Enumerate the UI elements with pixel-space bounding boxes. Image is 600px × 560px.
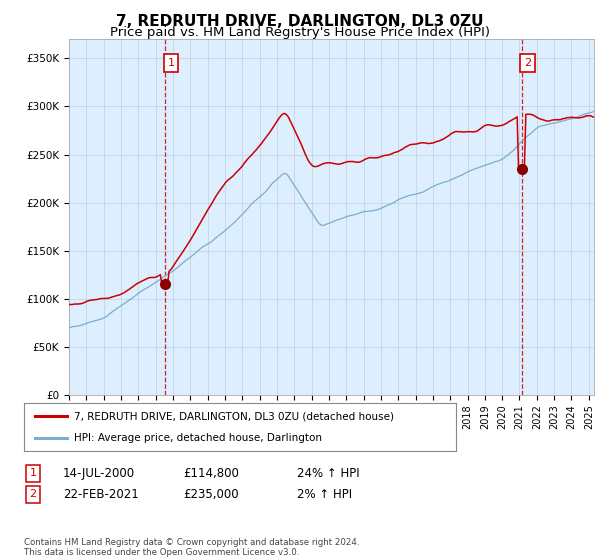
Text: 2: 2 bbox=[29, 489, 37, 500]
Text: HPI: Average price, detached house, Darlington: HPI: Average price, detached house, Darl… bbox=[74, 433, 322, 443]
Text: 24% ↑ HPI: 24% ↑ HPI bbox=[297, 466, 359, 480]
Text: 1: 1 bbox=[167, 58, 175, 68]
Text: 7, REDRUTH DRIVE, DARLINGTON, DL3 0ZU (detached house): 7, REDRUTH DRIVE, DARLINGTON, DL3 0ZU (d… bbox=[74, 411, 394, 421]
Text: 2% ↑ HPI: 2% ↑ HPI bbox=[297, 488, 352, 501]
Text: £235,000: £235,000 bbox=[183, 488, 239, 501]
Text: Contains HM Land Registry data © Crown copyright and database right 2024.
This d: Contains HM Land Registry data © Crown c… bbox=[24, 538, 359, 557]
Text: 22-FEB-2021: 22-FEB-2021 bbox=[63, 488, 139, 501]
Text: 2: 2 bbox=[524, 58, 532, 68]
Text: £114,800: £114,800 bbox=[183, 466, 239, 480]
Text: Price paid vs. HM Land Registry's House Price Index (HPI): Price paid vs. HM Land Registry's House … bbox=[110, 26, 490, 39]
Text: 7, REDRUTH DRIVE, DARLINGTON, DL3 0ZU: 7, REDRUTH DRIVE, DARLINGTON, DL3 0ZU bbox=[116, 14, 484, 29]
Text: 14-JUL-2000: 14-JUL-2000 bbox=[63, 466, 135, 480]
Text: 1: 1 bbox=[29, 468, 37, 478]
